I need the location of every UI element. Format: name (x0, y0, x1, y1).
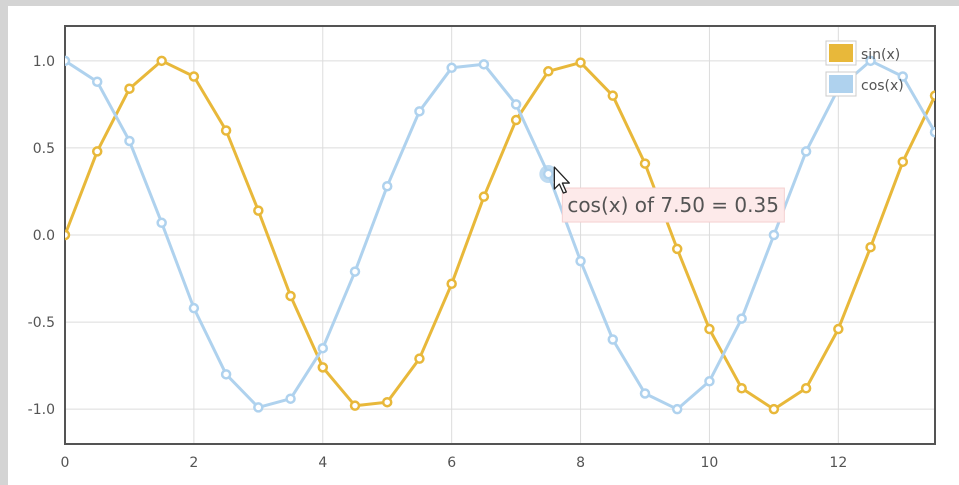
data-point-sin-x (317, 362, 329, 373)
series-line-cos-x (65, 59, 935, 411)
series-line-sin-x (65, 59, 935, 411)
data-point-sin-x (607, 90, 619, 101)
data-point-cos-x (768, 229, 780, 241)
frame-border-left (0, 0, 8, 485)
x-tick-label: 8 (576, 455, 585, 471)
data-point-sin-x (865, 241, 876, 253)
y-tick-label: 0.5 (33, 141, 55, 157)
data-point-sin-x (91, 146, 103, 157)
data-point-sin-x (736, 383, 747, 394)
data-point-cos-x (736, 313, 747, 324)
data-point-cos-x (317, 342, 329, 354)
legend-item-cos-x: cos(x) (825, 71, 904, 97)
data-point-sin-x (897, 156, 909, 168)
data-point-sin-x (478, 191, 490, 202)
data-point-cos-x (220, 369, 232, 380)
x-tick-label: 12 (829, 455, 847, 471)
data-point-cos-x (704, 376, 715, 387)
data-point-sin-x (285, 290, 296, 302)
legend-item-sin-x: sin(x) (825, 40, 900, 66)
data-point-cos-x (349, 266, 361, 277)
axes: 0 2 4 6 8 10 12 1.0 0.5 0.0 -0.5 -1.0 (28, 25, 936, 471)
legend-swatch (829, 75, 853, 93)
tooltip-background (561, 187, 785, 223)
data-point-sin-x (124, 83, 135, 94)
tooltip: cos(x) of 7.50 = 0.35 (561, 187, 785, 223)
data-point-sin-x (639, 158, 651, 169)
legend-swatch (829, 44, 853, 62)
x-tick-label: 4 (318, 455, 327, 471)
data-point-cos-x (188, 302, 200, 314)
data-point-cos-x (897, 71, 909, 82)
data-point-cos-x (124, 135, 135, 147)
data-point-cos-x (253, 402, 264, 413)
frame-border-top (0, 0, 959, 6)
data-point-cos-x (478, 59, 490, 70)
legend-label: cos(x) (861, 78, 904, 94)
data-point-cos-x (510, 99, 522, 110)
highlighted-point-core (543, 169, 554, 180)
data-point-cos-x (639, 388, 651, 399)
data-point-sin-x (414, 353, 425, 364)
series-layer (65, 55, 935, 415)
y-tick-label: 1.0 (33, 54, 55, 70)
data-point-cos-x (446, 62, 457, 74)
data-point-sin-x (446, 278, 457, 290)
y-tick-label: 0.0 (33, 228, 55, 244)
data-point-sin-x (543, 66, 554, 77)
tooltip-text: cos(x) of 7.50 = 0.35 (567, 193, 779, 217)
data-point-cos-x (671, 403, 683, 415)
data-point-cos-x (285, 393, 296, 404)
y-tick-label: -1.0 (28, 402, 55, 418)
data-point-cos-x (381, 180, 393, 192)
data-point-sin-x (833, 323, 844, 335)
data-point-sin-x (381, 396, 393, 408)
series-sin-x (65, 55, 935, 415)
data-point-cos-x (800, 146, 812, 157)
data-point-sin-x (704, 323, 715, 335)
data-point-sin-x (929, 90, 935, 101)
x-tick-label: 0 (61, 455, 70, 471)
data-point-sin-x (768, 403, 780, 415)
data-point-cos-x (156, 217, 167, 229)
data-point-cos-x (575, 255, 586, 267)
data-point-sin-x (220, 125, 232, 136)
data-point-cos-x (91, 76, 103, 87)
data-point-sin-x (349, 400, 361, 411)
legend-label: sin(x) (861, 47, 900, 63)
tooltip-layer: cos(x) of 7.50 = 0.35 (561, 187, 785, 223)
x-tick-label: 10 (701, 455, 719, 471)
series-cos-x (65, 55, 935, 415)
data-point-sin-x (510, 114, 522, 126)
data-point-cos-x (607, 334, 619, 345)
data-point-cos-x (929, 126, 935, 138)
data-point-sin-x (156, 55, 167, 67)
data-point-sin-x (65, 229, 71, 241)
grid (64, 26, 935, 444)
data-point-sin-x (800, 383, 812, 394)
y-tick-label: -0.5 (28, 315, 55, 331)
mouse-cursor-icon (553, 166, 570, 194)
legend: sin(x) cos(x) (825, 40, 904, 97)
data-point-sin-x (188, 71, 200, 82)
data-point-cos-x (65, 55, 71, 67)
data-point-sin-x (253, 205, 264, 216)
highlight-layer (539, 165, 558, 184)
cursor-layer (553, 166, 570, 194)
data-point-cos-x (414, 106, 425, 117)
x-tick-label: 6 (447, 455, 456, 471)
data-point-sin-x (575, 57, 586, 68)
data-point-cos-x (865, 55, 876, 67)
data-point-sin-x (671, 243, 683, 255)
x-tick-label: 2 (189, 455, 198, 471)
